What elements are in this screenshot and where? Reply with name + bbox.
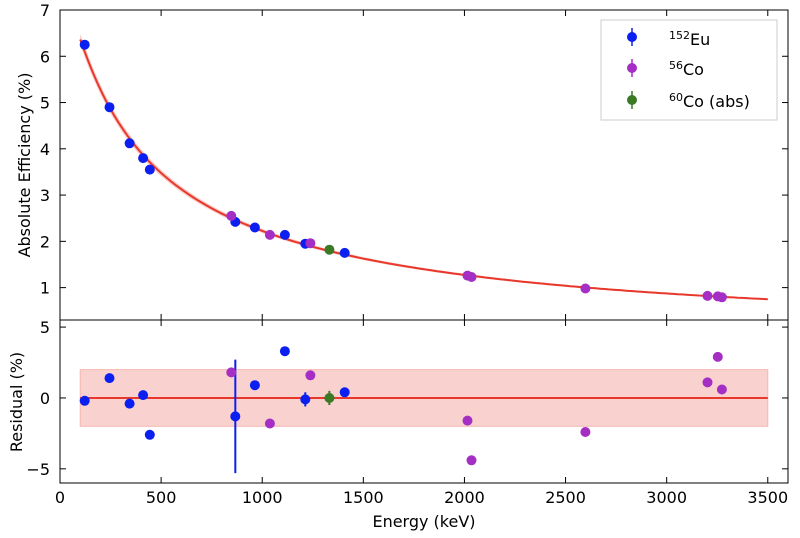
x-tick-label: 0 xyxy=(55,488,65,507)
residual-point-co60 xyxy=(324,393,335,403)
residual-point-eu152 xyxy=(230,411,241,422)
x-tick-label: 500 xyxy=(146,488,177,507)
legend-co60-marker xyxy=(627,95,637,105)
efficiency-point-eu152 xyxy=(279,229,290,240)
residual-point-co56 xyxy=(226,367,237,378)
efficiency-y-label: Absolute Efficiency (%) xyxy=(15,73,34,258)
legend-co56-label: 56Co xyxy=(669,59,704,79)
x-tick-label: 3500 xyxy=(747,488,788,507)
legend-eu152-marker xyxy=(627,32,637,42)
x-axis-label: Energy (keV) xyxy=(372,512,475,531)
efficiency-point-co56 xyxy=(716,292,727,303)
residual-point-co56 xyxy=(466,455,477,466)
legend-co56-name: Co xyxy=(683,60,704,79)
residual-point-eu152 xyxy=(104,373,115,384)
efficiency-y-tick-label: 5 xyxy=(40,94,50,113)
residual-point-co56 xyxy=(712,351,723,362)
residual-y-label: Residual (%) xyxy=(7,352,26,452)
residual-point-eu152 xyxy=(279,346,290,357)
efficiency-point-co56 xyxy=(466,272,477,282)
legend-co60-name: Co (abs) xyxy=(683,92,750,111)
residual-y-tick-label: 0 xyxy=(40,389,50,408)
legend-eu152-name: Eu xyxy=(690,30,710,49)
efficiency-y-tick-label: 7 xyxy=(40,1,50,20)
efficiency-point-eu152 xyxy=(124,138,135,149)
residual-point-co56 xyxy=(305,370,316,381)
efficiency-point-co56 xyxy=(226,210,237,221)
efficiency-point-co56 xyxy=(264,229,275,240)
residual-point-eu152 xyxy=(300,394,311,405)
efficiency-point-co56 xyxy=(580,283,591,294)
residual-x-ticks: 0 500 1000 1500 2000 2500 3000 3500 xyxy=(55,320,788,507)
efficiency-y-tick-label: 6 xyxy=(40,47,50,66)
legend-entry-co56: 56Co xyxy=(627,59,704,79)
efficiency-point-eu152 xyxy=(104,102,115,113)
efficiency-point-eu152 xyxy=(138,153,149,164)
residual-y-tick-label: −5 xyxy=(26,460,50,479)
legend-co56-sup: 56 xyxy=(669,59,683,72)
legend-co60-label: 60Co (abs) xyxy=(669,91,750,111)
efficiency-point-eu152 xyxy=(79,39,90,50)
legend-entry-co60: 60Co (abs) xyxy=(627,91,750,111)
residual-point-co56 xyxy=(264,418,275,429)
residual-point-eu152 xyxy=(138,390,149,401)
legend-eu152-label: 152Eu xyxy=(669,29,710,49)
residual-panel: −5 0 5 0 500 1000 1500 2000 2500 3000 3500 Residu… xyxy=(7,318,789,531)
x-tick-label: 2000 xyxy=(444,488,485,507)
residual-plot-frame xyxy=(59,319,789,484)
efficiency-points xyxy=(79,39,727,303)
legend-co56-marker xyxy=(627,63,637,73)
efficiency-point-eu152 xyxy=(144,164,155,175)
efficiency-y-tick-label: 2 xyxy=(40,232,50,251)
residual-point-eu152 xyxy=(79,395,90,406)
x-tick-label: 1500 xyxy=(343,488,384,507)
x-tick-label: 3000 xyxy=(646,488,687,507)
legend-entry-eu152: 152Eu xyxy=(627,28,710,49)
x-tick-label: 2500 xyxy=(545,488,586,507)
residual-point-co56 xyxy=(702,377,713,388)
legend-eu152-sup: 152 xyxy=(669,29,690,42)
fit-curve xyxy=(79,39,768,301)
fit-curve-group xyxy=(79,39,768,301)
efficiency-y-tick-label: 1 xyxy=(40,279,50,298)
legend-co60-sup: 60 xyxy=(669,91,683,104)
efficiency-point-co60 xyxy=(324,244,335,255)
legend: 152Eu 56Co 60Co (abs) xyxy=(600,19,778,121)
residual-y-ticks: −5 0 5 xyxy=(26,318,788,479)
residual-point-co56 xyxy=(462,415,473,426)
residual-point-eu152 xyxy=(249,380,260,391)
efficiency-point-eu152 xyxy=(249,222,260,233)
efficiency-y-tick-label: 4 xyxy=(40,140,50,159)
residual-points xyxy=(79,346,727,474)
residual-point-eu152 xyxy=(124,398,135,409)
efficiency-point-co56 xyxy=(702,290,713,301)
residual-y-tick-label: 5 xyxy=(40,318,50,337)
residual-point-eu152 xyxy=(339,387,350,398)
efficiency-point-eu152 xyxy=(339,247,350,258)
residual-point-co56 xyxy=(580,427,591,437)
residual-point-co56 xyxy=(716,384,727,395)
efficiency-y-tick-label: 3 xyxy=(40,186,50,205)
x-tick-label: 1000 xyxy=(242,488,283,507)
efficiency-point-co56 xyxy=(305,238,316,249)
residual-point-eu152 xyxy=(144,429,155,440)
